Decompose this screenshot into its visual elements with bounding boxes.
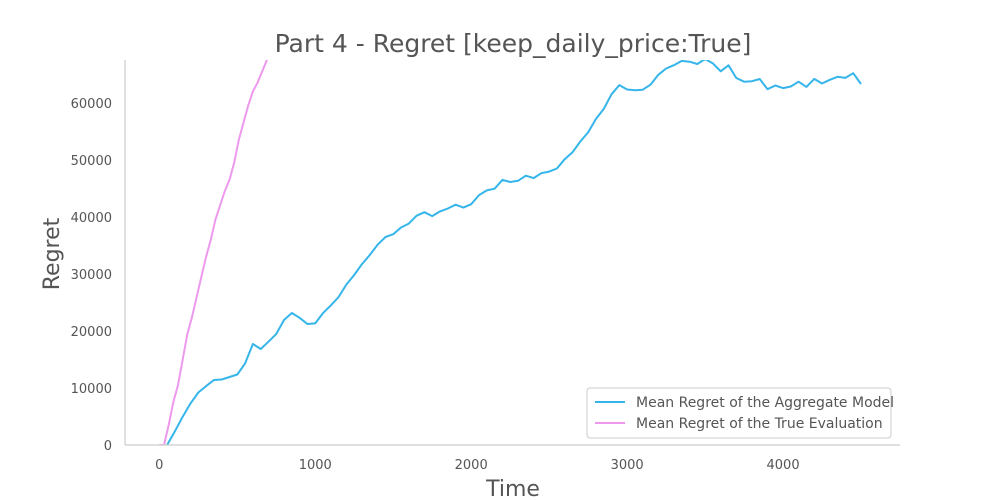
x-tick-label: 1000 <box>299 458 332 473</box>
y-tick-label: 30000 <box>71 268 112 283</box>
legend-box <box>586 387 892 439</box>
series-line-2 <box>159 60 269 445</box>
series-line-1 <box>166 60 862 445</box>
plot-area <box>159 60 862 445</box>
y-axis-title: Regret <box>40 217 65 290</box>
x-tick-label: 4000 <box>767 458 800 473</box>
y-tick-label: 10000 <box>71 382 112 397</box>
x-tick-label: 3000 <box>611 458 644 473</box>
y-tick-label: 50000 <box>71 154 112 169</box>
legend-label: Mean Regret of the True Evaluation <box>636 416 883 432</box>
x-tick-label: 0 <box>155 458 163 473</box>
y-tick-label: 20000 <box>71 325 112 340</box>
y-tick-label: 40000 <box>71 211 112 226</box>
chart-title: Part 4 - Regret [keep_daily_price:True] <box>275 29 752 58</box>
y-tick-label: 60000 <box>71 97 112 112</box>
x-tick-label: 2000 <box>455 458 488 473</box>
legend-label: Mean Regret of the Aggregate Model <box>636 395 894 411</box>
y-tick-label: 0 <box>104 439 112 454</box>
y-axis-ticks: 0 10000 20000 30000 40000 50000 60000 <box>71 97 112 454</box>
x-axis-ticks: 0 1000 2000 3000 4000 <box>155 458 799 473</box>
legend: Mean Regret of the Aggregate Model Mean R… <box>586 387 894 439</box>
x-axis-title: Time <box>485 477 540 500</box>
